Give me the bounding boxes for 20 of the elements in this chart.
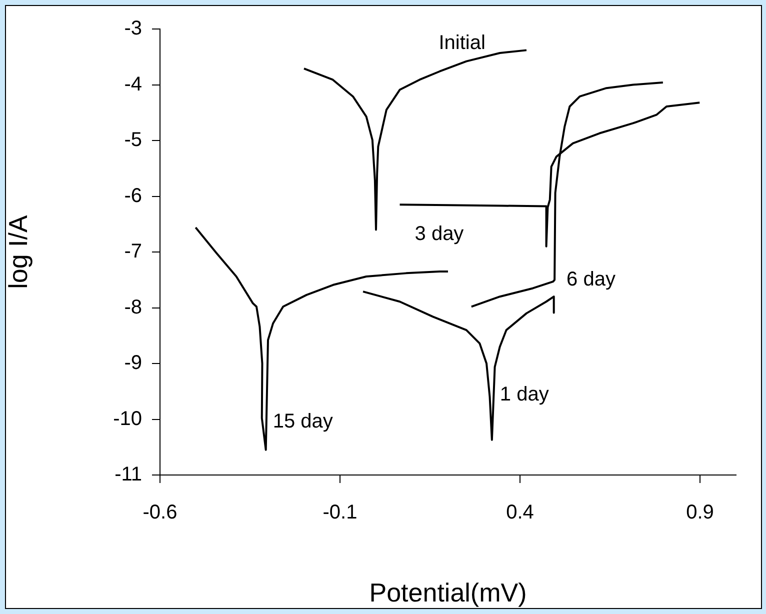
x-tick-label: 0.4 — [506, 502, 534, 524]
y-axis-title: log I/A — [2, 214, 33, 289]
x-tick-label: -0.1 — [322, 502, 358, 524]
y-tick-label: -7 — [124, 240, 142, 263]
y-tick-label: -10 — [113, 408, 142, 430]
series-label: 15 day — [272, 410, 333, 432]
series-label: 6 day — [566, 268, 616, 290]
y-tick-label: -4 — [124, 73, 142, 96]
series-label: 3 day — [414, 223, 464, 246]
y-tick-label: -9 — [124, 352, 142, 374]
y-tick-label: -8 — [124, 296, 142, 318]
y-tick-label: -11 — [114, 464, 142, 486]
x-axis-title: Potential(mV) — [369, 578, 527, 608]
x-tick-label: 0.9 — [686, 502, 714, 524]
y-tick-label: -6 — [124, 184, 142, 207]
x-tick-label: -0.6 — [142, 502, 178, 524]
y-tick-label: -3 — [124, 18, 142, 40]
y-tick-label: -5 — [124, 129, 142, 152]
series-label: Initial — [438, 32, 486, 54]
series-label: 1 day — [500, 383, 549, 406]
